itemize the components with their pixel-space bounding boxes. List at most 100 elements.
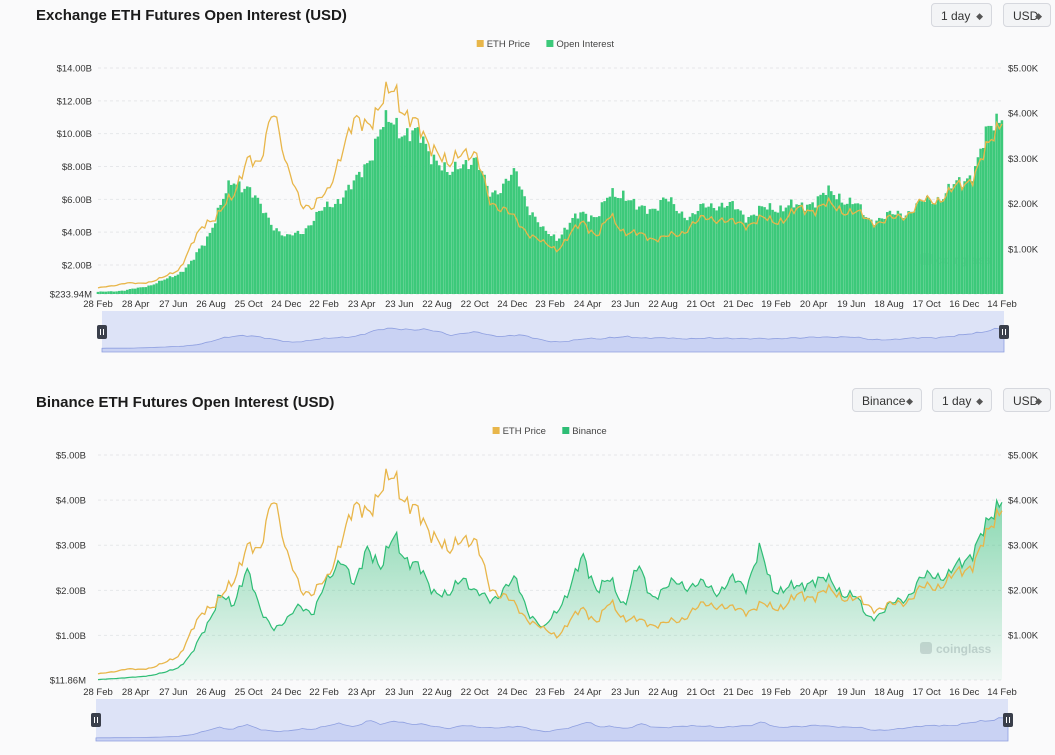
interval-select[interactable]: 1 day ◆ <box>931 3 992 27</box>
oi-bar <box>998 122 1001 294</box>
oi-bar <box>134 288 137 294</box>
oi-bar <box>347 184 350 294</box>
currency-select[interactable]: USD ◆ <box>1003 388 1051 412</box>
x-tick-label: 23 Jun <box>385 299 414 310</box>
oi-bar <box>547 234 550 294</box>
y-left-tick-label: $4.00B <box>62 228 92 239</box>
x-tick-label: 18 Aug <box>874 299 904 310</box>
x-tick-label: 23 Apr <box>348 687 375 698</box>
oi-bar <box>408 141 412 294</box>
oi-bar <box>422 136 425 294</box>
handle-grip-icon <box>999 325 1009 339</box>
exchange-select-label: Binance <box>862 394 906 408</box>
oi-bar <box>222 198 225 294</box>
oi-bar <box>584 213 588 294</box>
currency-select[interactable]: USD ◆ <box>1003 3 1051 27</box>
chevron-updown-icon: ◆ <box>906 396 913 406</box>
x-tick-label: 19 Jun <box>837 299 866 310</box>
x-tick-label: 21 Oct <box>687 299 715 310</box>
oi-bar <box>731 201 734 294</box>
x-tick-label: 28 Feb <box>83 299 113 310</box>
eth-price-line <box>97 468 1003 675</box>
y-left-tick-label: $6.00B <box>62 195 92 206</box>
oi-bar <box>790 199 793 294</box>
oi-bar <box>720 202 724 294</box>
oi-bar <box>712 207 716 294</box>
oi-bar <box>392 124 396 294</box>
navigator-handle-right[interactable] <box>999 325 1009 339</box>
oi-bar <box>462 164 465 294</box>
handle-grip-icon <box>97 325 107 339</box>
oi-bar <box>870 219 873 294</box>
binance-line <box>97 498 1003 681</box>
y-left-tick-label: $3.00B <box>56 541 86 552</box>
oi-bar <box>355 174 358 294</box>
oi-bar <box>606 197 609 294</box>
oi-bar <box>942 199 945 294</box>
oi-bar <box>270 224 273 294</box>
oi-bar <box>926 195 929 294</box>
x-tick-label: 22 Feb <box>309 299 339 310</box>
oi-bar <box>232 183 236 294</box>
oi-bar <box>827 185 830 294</box>
oi-bar <box>387 121 390 294</box>
oi-bar <box>864 217 868 294</box>
oi-bar <box>395 117 398 294</box>
navigator-series <box>95 714 1009 742</box>
exchange-select[interactable]: Binance ◆ <box>852 388 922 412</box>
oi-bar <box>155 283 158 294</box>
oi-bar <box>123 290 126 294</box>
oi-bar <box>1000 120 1004 294</box>
oi-bar <box>275 228 278 294</box>
oi-bar <box>246 186 249 294</box>
oi-bar <box>616 197 620 294</box>
oi-bar <box>904 215 908 294</box>
navigator-handle-left[interactable] <box>91 713 101 727</box>
x-tick-label: 17 Oct <box>913 299 941 310</box>
oi-bar <box>696 210 700 294</box>
oi-bar <box>219 204 222 294</box>
oi-bar <box>608 196 612 294</box>
binance-area <box>98 500 1002 680</box>
oi-bar <box>115 291 118 294</box>
oi-bar <box>256 197 260 294</box>
oi-bar <box>195 252 198 294</box>
oi-bar <box>296 230 300 294</box>
oi-bar <box>536 222 540 294</box>
oi-bar <box>440 170 444 294</box>
x-tick-label: 23 Jun <box>611 687 640 698</box>
oi-bar <box>950 188 953 294</box>
handle-grip-icon <box>91 713 101 727</box>
interval-select[interactable]: 1 day ◆ <box>932 388 992 412</box>
handle-grip-icon <box>1003 713 1013 727</box>
oi-bar <box>800 202 804 294</box>
oi-bar <box>112 291 116 294</box>
oi-bar <box>918 199 921 294</box>
oi-bar <box>760 206 764 294</box>
oi-bar <box>624 200 628 294</box>
oi-bar <box>344 190 348 294</box>
oi-bar <box>667 201 670 294</box>
oi-bar <box>555 240 558 294</box>
oi-bar <box>320 210 324 294</box>
x-tick-label: 24 Dec <box>497 687 527 698</box>
oi-bar <box>934 204 937 294</box>
oi-bar <box>411 130 414 294</box>
oi-bar <box>278 231 281 294</box>
navigator-handle-left[interactable] <box>97 325 107 339</box>
oi-bar <box>611 188 614 294</box>
oi-bar <box>670 197 673 294</box>
navigator-handle-right[interactable] <box>1003 713 1013 727</box>
y-right-tick-label: $2.00K <box>1008 199 1039 210</box>
oi-bar <box>435 160 438 294</box>
oi-bar <box>582 211 585 294</box>
oi-bar <box>288 234 292 294</box>
oi-bar <box>715 210 718 294</box>
oi-bar <box>438 165 441 294</box>
x-tick-label: 23 Feb <box>535 687 565 698</box>
x-tick-label: 20 Apr <box>800 687 827 698</box>
oi-bar <box>240 192 244 294</box>
oi-bar <box>878 217 881 294</box>
oi-bar <box>896 210 900 294</box>
oi-bar <box>374 138 377 294</box>
